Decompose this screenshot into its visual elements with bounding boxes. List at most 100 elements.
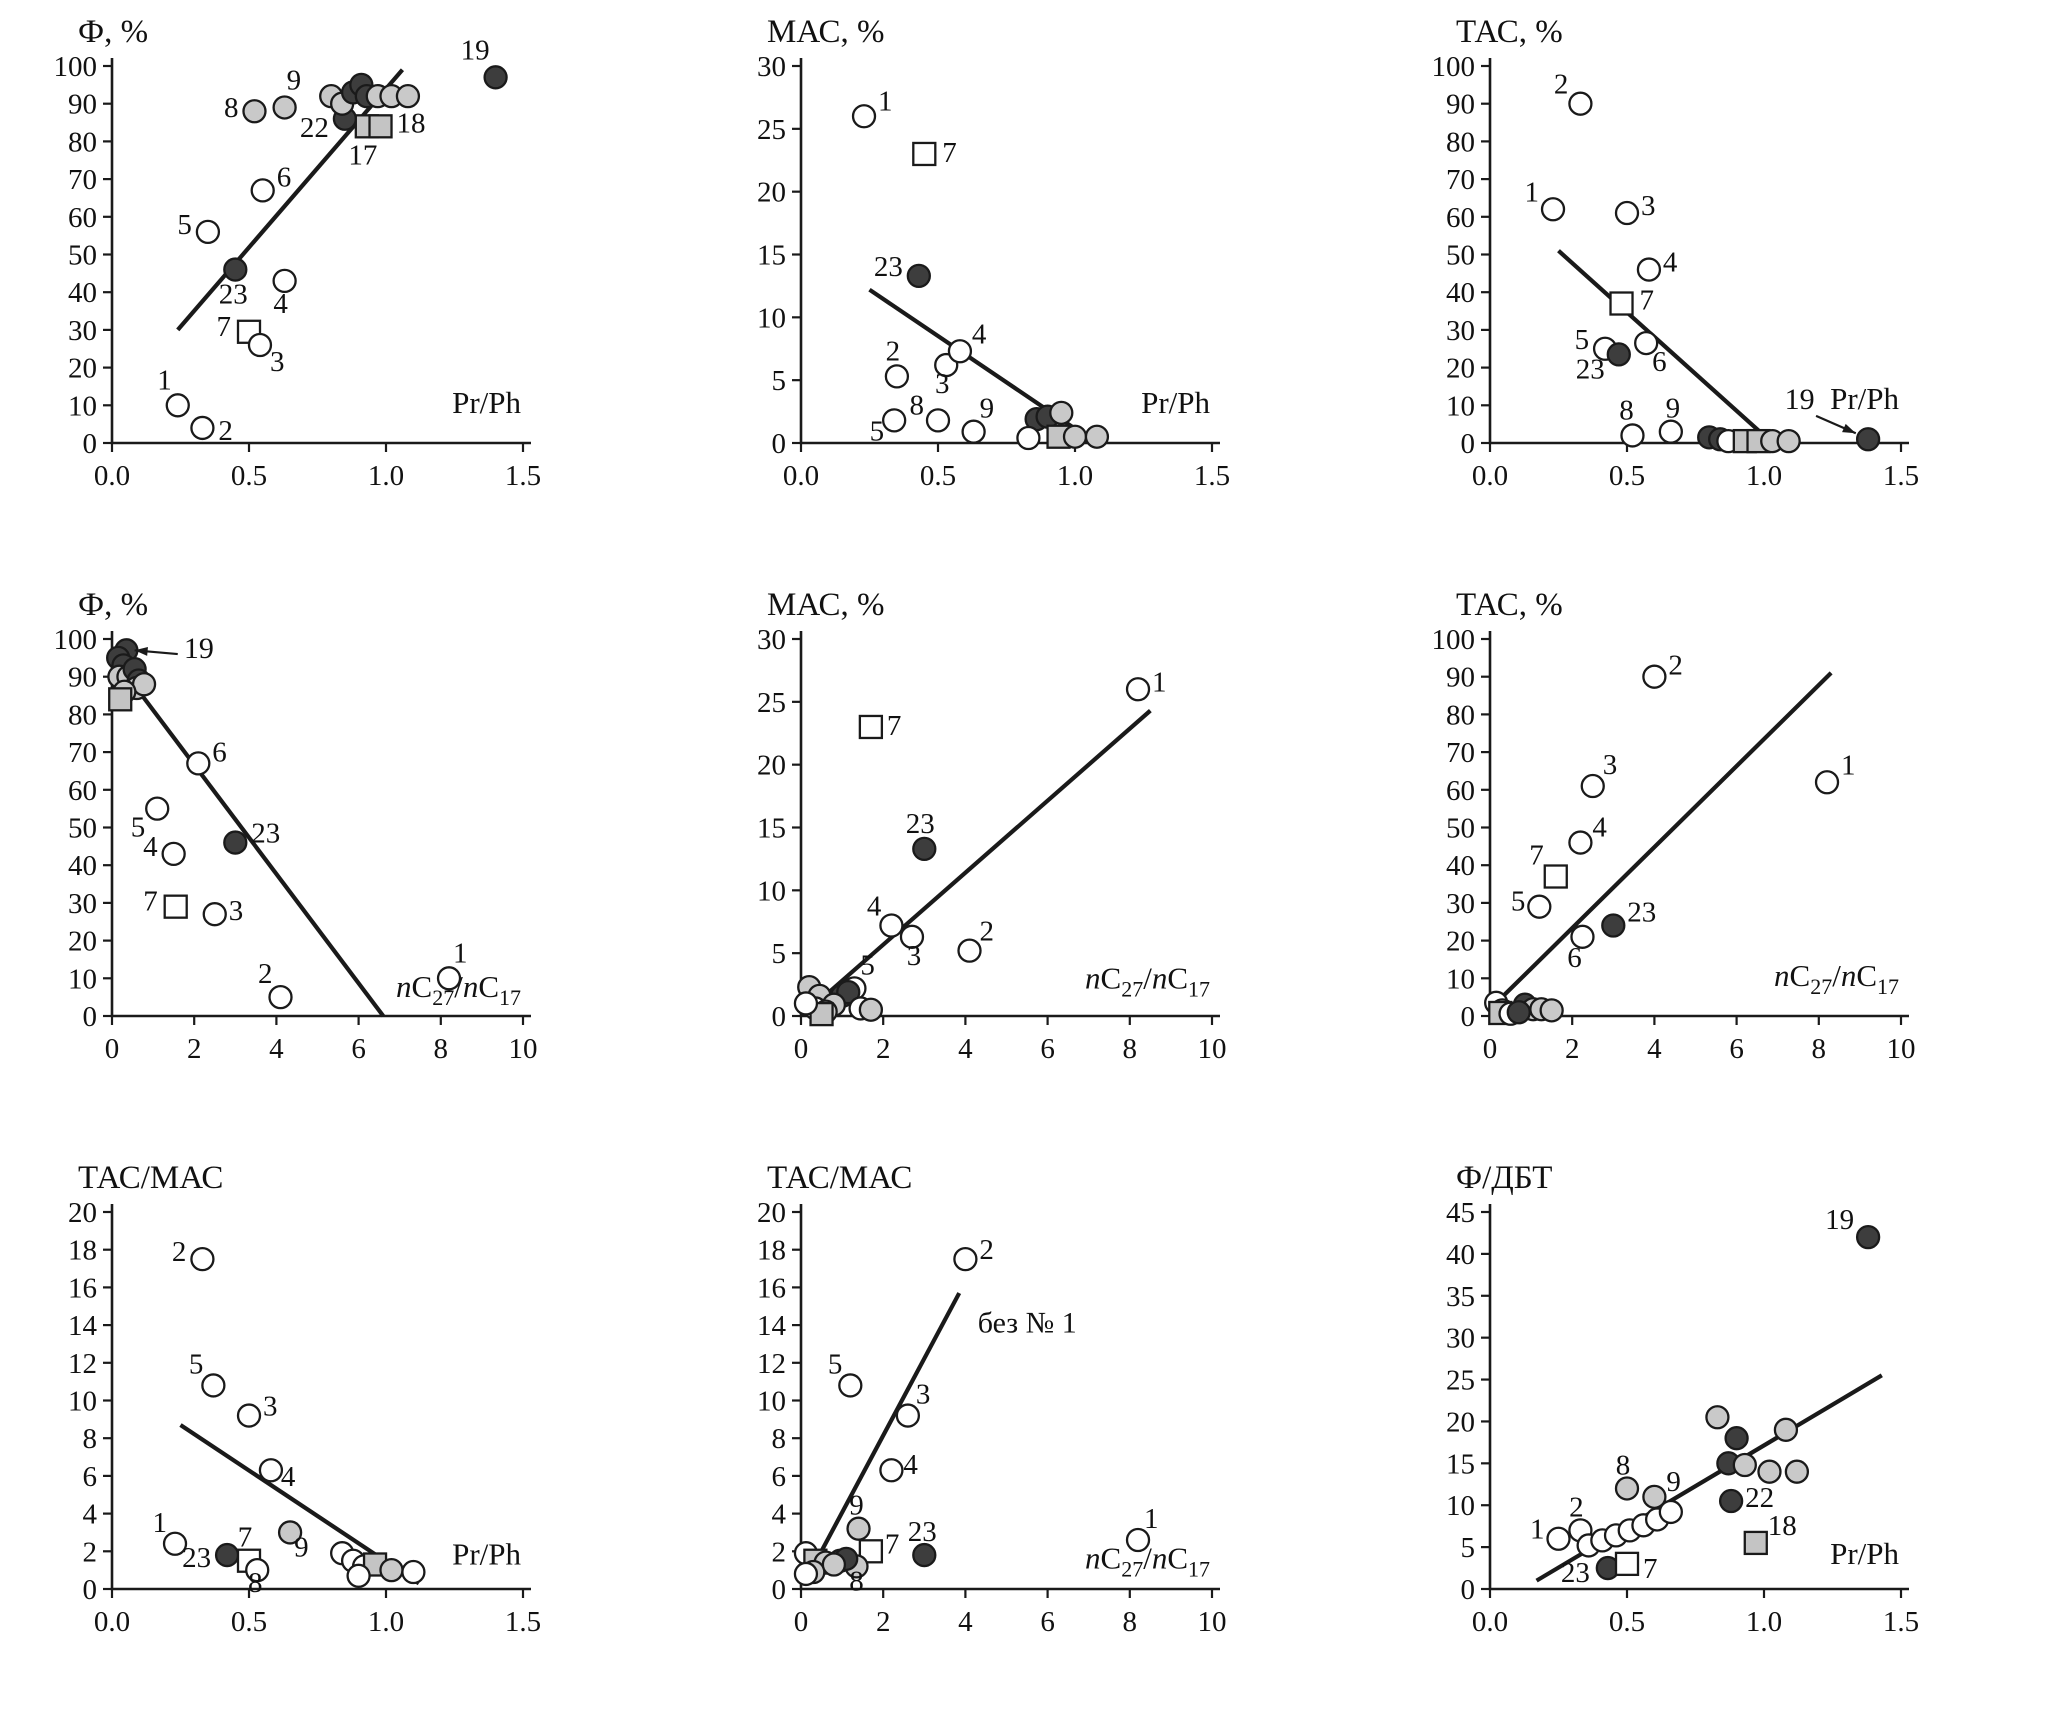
point-label: 1 bbox=[153, 1507, 168, 1539]
data-point bbox=[912, 836, 937, 862]
data-point bbox=[242, 99, 267, 124]
point-label: 18 bbox=[397, 107, 426, 139]
chart-title: ТАС/МАС bbox=[767, 1160, 912, 1196]
point-label: 9 bbox=[1666, 393, 1681, 425]
data-point bbox=[1718, 1488, 1744, 1514]
data-point bbox=[793, 991, 819, 1016]
y-tick-label: 10 bbox=[757, 1386, 786, 1418]
data-point bbox=[250, 178, 275, 203]
x-tick-label: 0 bbox=[1483, 1033, 1498, 1065]
y-tick-label: 16 bbox=[68, 1272, 97, 1304]
y-tick-label: 100 bbox=[54, 51, 98, 83]
data-point bbox=[838, 1373, 863, 1398]
data-point bbox=[1125, 1527, 1151, 1553]
point-label: 23 bbox=[182, 1542, 211, 1574]
point-label: 4 bbox=[281, 1461, 296, 1493]
point-label: 2 bbox=[172, 1236, 187, 1268]
data-point bbox=[201, 1373, 226, 1398]
y-tick-label: 10 bbox=[68, 963, 97, 995]
y-tick-label: 80 bbox=[68, 126, 97, 158]
data-point bbox=[272, 268, 297, 294]
point-label: 7 bbox=[1529, 840, 1544, 872]
y-tick-label: 14 bbox=[68, 1310, 98, 1342]
x-tick-label: 8 bbox=[1123, 1606, 1138, 1638]
chart-title: ТАС, % bbox=[1456, 14, 1563, 50]
data-point bbox=[947, 339, 973, 364]
x-tick-label: 1.0 bbox=[1746, 460, 1782, 492]
x-tick-label: 10 bbox=[1198, 1033, 1227, 1065]
data-point-square bbox=[912, 141, 937, 167]
data-point bbox=[245, 1557, 270, 1583]
y-tick-label: 20 bbox=[757, 1197, 786, 1229]
data-point bbox=[851, 104, 877, 129]
trend-line bbox=[120, 667, 385, 1018]
y-tick-label: 40 bbox=[1446, 850, 1475, 882]
data-point bbox=[1705, 1405, 1730, 1430]
point-label: 9 bbox=[849, 1490, 864, 1522]
data-point bbox=[1062, 424, 1088, 449]
x-tick-label: 0 bbox=[794, 1033, 809, 1065]
point-label: 2 bbox=[1668, 650, 1683, 682]
x-tick-label: 0.0 bbox=[783, 460, 819, 492]
arrow-head bbox=[1842, 423, 1856, 434]
data-point bbox=[882, 408, 907, 433]
data-point bbox=[272, 95, 297, 120]
point-label: 9 bbox=[294, 1531, 309, 1563]
x-tick-label: 0.0 bbox=[1472, 1606, 1508, 1638]
y-tick-label: 20 bbox=[68, 353, 97, 385]
data-point bbox=[190, 1246, 215, 1272]
data-point bbox=[258, 1458, 284, 1483]
x-tick-label: 0.5 bbox=[1609, 460, 1645, 492]
x-tick-label: 4 bbox=[269, 1033, 284, 1065]
point-label: 19 bbox=[461, 34, 490, 66]
x-tick-label: 2 bbox=[187, 1033, 202, 1065]
y-tick-label: 20 bbox=[68, 1197, 97, 1229]
data-point bbox=[1540, 197, 1566, 222]
y-tick-label: 30 bbox=[68, 888, 97, 920]
data-point bbox=[195, 219, 221, 245]
point-label: 2 bbox=[980, 916, 995, 948]
trend-line bbox=[811, 1292, 962, 1568]
data-point bbox=[247, 332, 273, 358]
data-point bbox=[1506, 1000, 1531, 1025]
data-point bbox=[483, 65, 508, 90]
y-tick-label: 80 bbox=[1446, 699, 1475, 731]
y-tick-label: 0 bbox=[772, 1001, 787, 1033]
data-point bbox=[1125, 677, 1151, 702]
data-point bbox=[1546, 1526, 1571, 1551]
data-point bbox=[1539, 998, 1564, 1023]
point-label: 3 bbox=[935, 368, 950, 400]
point-label: 23 bbox=[251, 818, 280, 850]
data-point bbox=[1724, 1426, 1749, 1451]
y-tick-label: 25 bbox=[757, 114, 786, 146]
data-point bbox=[1855, 427, 1881, 452]
y-tick-label: 60 bbox=[68, 775, 97, 807]
data-point bbox=[1568, 830, 1593, 855]
point-label: 23 bbox=[219, 279, 248, 311]
data-point bbox=[899, 924, 925, 949]
point-label: 1 bbox=[157, 364, 172, 396]
point-label: 1 bbox=[1144, 1503, 1159, 1535]
y-tick-label: 30 bbox=[1446, 888, 1475, 920]
point-label: 5 bbox=[1511, 886, 1526, 918]
point-label: 5 bbox=[177, 209, 192, 241]
point-label: 2 bbox=[979, 1234, 994, 1266]
x-tick-label: 1.5 bbox=[505, 460, 541, 492]
point-label: 4 bbox=[867, 891, 882, 923]
point-label: 23 bbox=[1627, 897, 1656, 929]
chart-title: МАС, % bbox=[767, 14, 885, 50]
data-point bbox=[1776, 428, 1801, 454]
y-tick-label: 0 bbox=[83, 1574, 98, 1606]
data-point bbox=[1049, 400, 1074, 425]
y-tick-label: 40 bbox=[1446, 277, 1475, 309]
y-tick-label: 100 bbox=[1432, 624, 1476, 656]
annotation: без № 1 bbox=[978, 1307, 1077, 1340]
data-point bbox=[1568, 91, 1593, 116]
y-tick-label: 45 bbox=[1446, 1197, 1475, 1229]
data-point bbox=[895, 1403, 921, 1428]
x-tick-label: 1.5 bbox=[1194, 460, 1230, 492]
x-tick-label: 6 bbox=[351, 1033, 366, 1065]
y-tick-label: 50 bbox=[1446, 813, 1475, 845]
